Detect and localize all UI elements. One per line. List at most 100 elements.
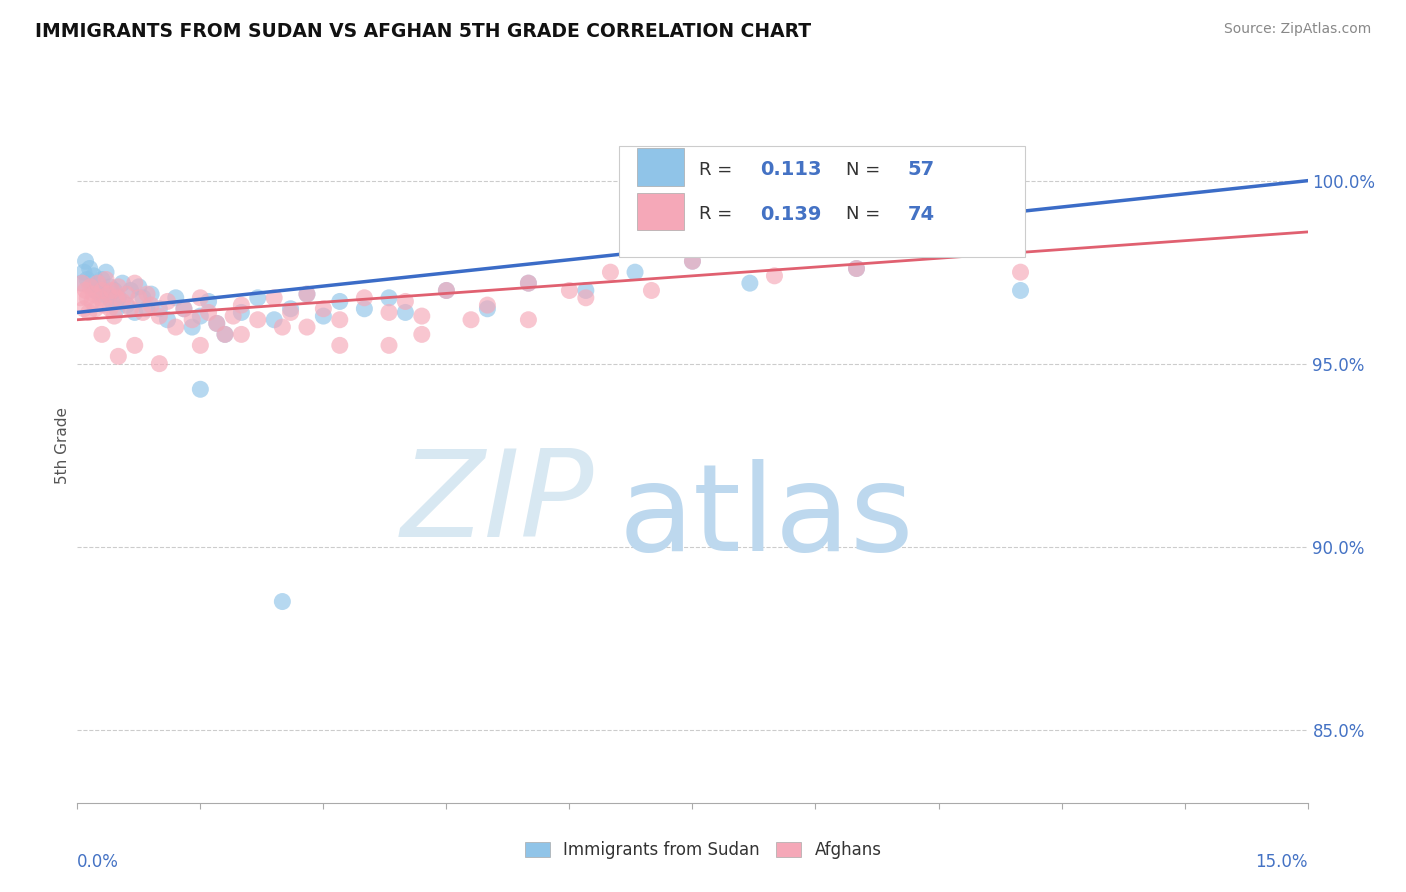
Point xyxy=(111,276,134,290)
Point xyxy=(188,309,212,323)
Point xyxy=(105,301,128,316)
Point xyxy=(165,320,187,334)
Point xyxy=(231,305,253,319)
Point xyxy=(188,382,212,396)
Point xyxy=(477,298,499,312)
Point xyxy=(263,291,285,305)
Text: 0.0%: 0.0% xyxy=(77,853,120,871)
Point xyxy=(73,301,96,316)
Point xyxy=(94,265,117,279)
Point xyxy=(136,287,159,301)
Text: R =: R = xyxy=(699,205,738,223)
Point xyxy=(101,294,124,309)
Point xyxy=(132,291,155,305)
Point xyxy=(93,284,115,298)
Point xyxy=(148,301,170,316)
Point xyxy=(115,298,138,312)
Point xyxy=(115,287,138,301)
Point xyxy=(83,268,105,283)
Point xyxy=(517,276,540,290)
Point xyxy=(378,291,401,305)
Point xyxy=(124,305,146,319)
Point xyxy=(156,312,179,326)
Point xyxy=(411,309,433,323)
Point xyxy=(477,301,499,316)
Point xyxy=(181,312,204,326)
Point xyxy=(599,265,621,279)
Point xyxy=(111,294,134,309)
Point xyxy=(79,280,101,294)
Point xyxy=(205,317,228,331)
Point xyxy=(205,317,228,331)
Point xyxy=(107,280,129,294)
Point xyxy=(329,312,352,326)
Point xyxy=(148,357,170,371)
Point xyxy=(624,265,647,279)
Point xyxy=(280,301,302,316)
Point xyxy=(77,305,100,319)
Text: ZIP: ZIP xyxy=(401,444,595,562)
Point xyxy=(105,291,128,305)
Point xyxy=(295,287,318,301)
Point xyxy=(197,305,219,319)
Text: 0.139: 0.139 xyxy=(761,204,821,224)
Point xyxy=(246,291,269,305)
Point xyxy=(84,284,107,298)
Point xyxy=(558,284,581,298)
Point xyxy=(136,301,159,316)
Point xyxy=(124,338,146,352)
Point xyxy=(738,276,761,290)
Point xyxy=(75,254,97,268)
Point xyxy=(87,276,110,290)
Point xyxy=(107,349,129,363)
Point xyxy=(575,291,598,305)
Point xyxy=(411,327,433,342)
Point xyxy=(82,280,104,294)
Point xyxy=(575,284,598,298)
Point xyxy=(517,312,540,326)
Point xyxy=(89,291,111,305)
Point xyxy=(682,254,704,268)
Point xyxy=(271,320,294,334)
Point xyxy=(295,320,318,334)
Point xyxy=(128,280,150,294)
Point xyxy=(124,276,146,290)
Point xyxy=(103,309,125,323)
Point xyxy=(231,298,253,312)
FancyBboxPatch shape xyxy=(619,146,1025,257)
Point xyxy=(763,268,786,283)
Point xyxy=(98,280,121,294)
Point xyxy=(353,301,375,316)
Point xyxy=(173,301,195,316)
Point xyxy=(79,261,101,276)
Point xyxy=(280,305,302,319)
Point xyxy=(181,320,204,334)
Point xyxy=(378,305,401,319)
Text: atlas: atlas xyxy=(619,458,914,576)
Point xyxy=(107,291,129,305)
Point xyxy=(90,284,114,298)
Point xyxy=(197,294,219,309)
Text: 0.113: 0.113 xyxy=(761,161,821,179)
Text: N =: N = xyxy=(846,205,886,223)
Point xyxy=(76,272,98,286)
Legend: Immigrants from Sudan, Afghans: Immigrants from Sudan, Afghans xyxy=(517,835,889,866)
Point xyxy=(103,284,125,298)
Point xyxy=(353,291,375,305)
Text: Source: ZipAtlas.com: Source: ZipAtlas.com xyxy=(1223,22,1371,37)
Point xyxy=(93,298,115,312)
Point xyxy=(214,327,236,342)
Point xyxy=(246,312,269,326)
Point xyxy=(76,291,98,305)
Point xyxy=(173,301,195,316)
Point xyxy=(120,301,142,316)
Point xyxy=(70,276,93,290)
Point xyxy=(165,291,187,305)
Point xyxy=(188,291,212,305)
Point xyxy=(436,284,458,298)
Point xyxy=(70,276,93,290)
Point xyxy=(141,298,163,312)
Text: N =: N = xyxy=(846,161,886,178)
Point xyxy=(312,309,335,323)
Point xyxy=(188,338,212,352)
